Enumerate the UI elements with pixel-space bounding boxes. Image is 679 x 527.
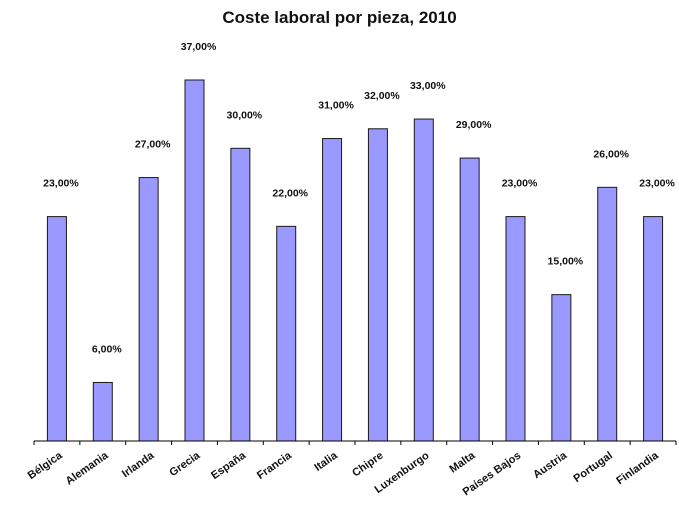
bar-7 [322,138,343,442]
bar-12 [551,294,572,442]
x-tick-label: Bélgica [26,449,66,482]
bar-8 [367,128,388,442]
data-label: 15,00% [548,256,584,268]
bar-14 [643,216,664,442]
bar-9 [413,118,434,442]
data-labels-group: 23,00% 6,00% 27,00% 37,00% 30,00% 22,00% 31,00… [43,41,675,355]
data-label: 26,00% [593,148,629,160]
bar-2 [92,381,113,442]
x-tick-label: Grecia [167,449,203,479]
bar-5 [230,147,251,442]
data-label: 22,00% [272,187,308,199]
x-tick-label: Alemania [64,449,112,487]
bar-1 [46,216,67,442]
x-tick-label: Francia [255,449,295,482]
x-tick-label: Irlanda [120,449,157,480]
x-tick-label: Italia [312,449,340,474]
bar-3 [138,177,159,442]
chart-title: Coste laboral por pieza, 2010 [222,8,457,27]
data-label: 33,00% [410,80,446,92]
x-tick-label: Chipre [350,450,385,480]
bar-6 [276,225,297,442]
data-label: 23,00% [43,178,79,190]
bar-13 [597,186,618,442]
data-label: 23,00% [639,178,675,190]
x-tick-label: Malta [447,449,478,475]
bar-10 [459,157,480,442]
x-axis-ticks-group [33,441,677,445]
data-label: 31,00% [318,100,354,112]
data-label: 37,00% [181,41,217,53]
data-label: 6,00% [92,343,122,355]
x-tick-label: España [209,449,249,482]
data-label: 23,00% [502,178,538,190]
bar-4 [184,79,205,442]
bar-11 [505,216,526,442]
data-label: 32,00% [364,90,400,102]
bars-group [46,79,664,442]
data-label: 30,00% [227,109,263,121]
data-label: 27,00% [135,139,171,151]
x-tick-label: Portugal [571,450,614,485]
x-tick-label: Finlandia [614,449,661,487]
x-tick-label: Austria [531,449,570,481]
data-label: 29,00% [456,119,492,131]
